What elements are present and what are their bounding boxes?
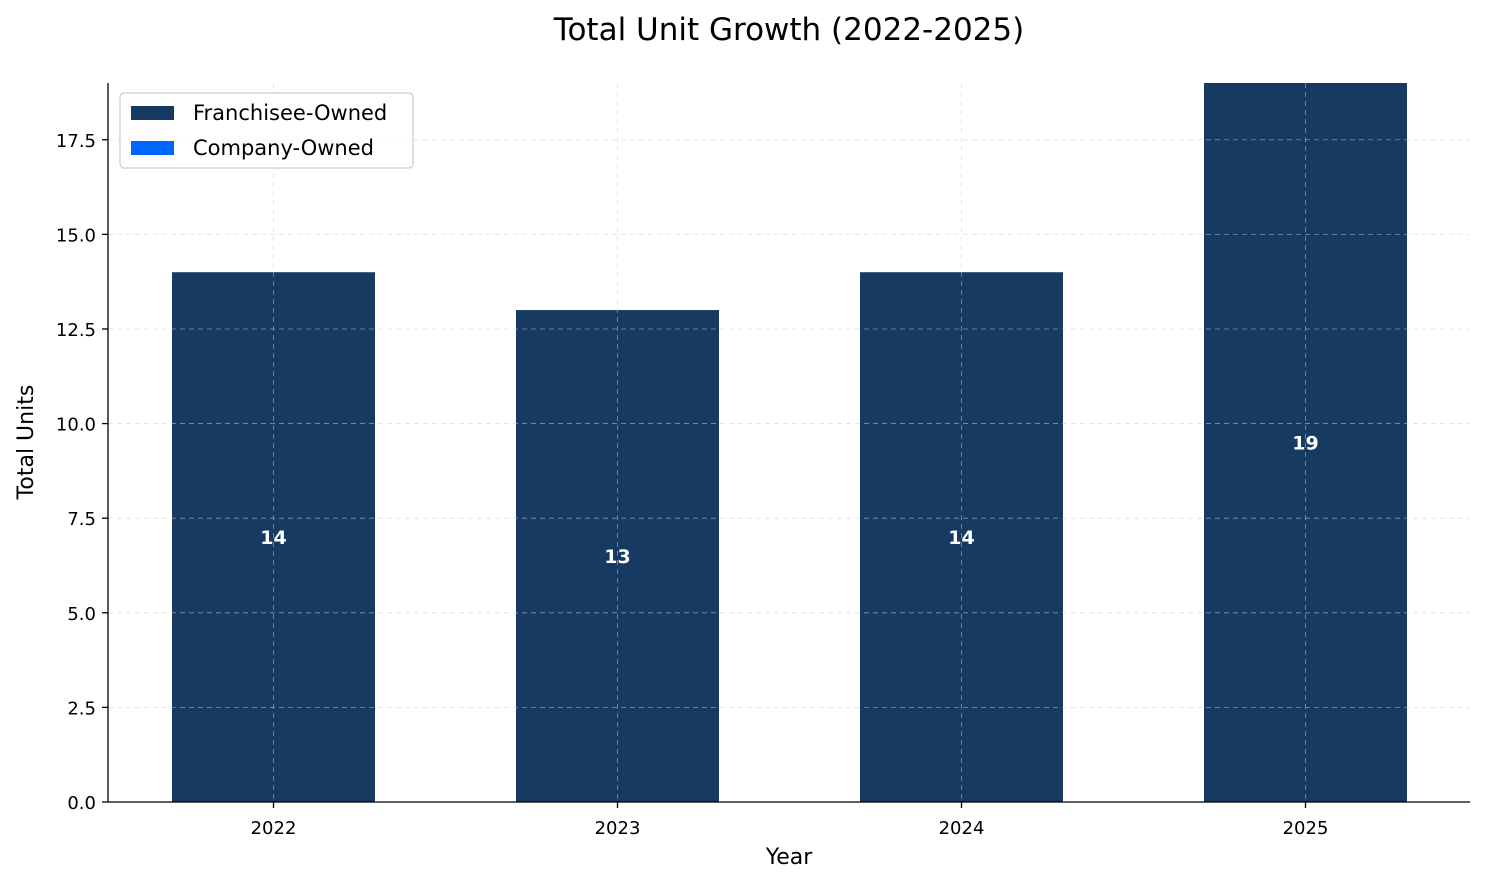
y-axis-ticks: 0.0 2.5 5.0 7.5 10.0 12.5 15.0 17.5 <box>56 131 108 814</box>
y-tick-label-17.5: 17.5 <box>56 131 96 152</box>
y-tick-label-0.0: 0.0 <box>67 793 96 814</box>
x-tick-label-2022: 2022 <box>251 818 297 839</box>
y-tick-label-10.0: 10.0 <box>56 415 96 436</box>
legend-swatch-franchisee-owned <box>131 106 174 120</box>
x-axis-ticks: 2022 2023 2024 2025 <box>251 802 1329 839</box>
y-tick-label-5.0: 5.0 <box>67 604 96 625</box>
legend-frame <box>119 92 414 169</box>
legend-swatch-company-owned <box>131 141 174 155</box>
bars <box>172 83 1407 802</box>
axes <box>107 83 1470 803</box>
legend: Franchisee-Owned Company-Owned <box>119 92 414 169</box>
y-axis-label: Total Units <box>14 385 39 501</box>
legend-label-company-owned: Company-Owned <box>193 136 374 160</box>
y-tick-label-2.5: 2.5 <box>67 698 96 719</box>
legend-label-franchisee-owned: Franchisee-Owned <box>193 101 387 125</box>
y-tick-label-7.5: 7.5 <box>67 509 96 530</box>
bar-value-label-2022: 14 <box>260 527 286 549</box>
bar-value-label-2024: 14 <box>948 527 974 549</box>
chart-title: Total Unit Growth (2022-2025) <box>553 12 1024 48</box>
bar-value-label-2025: 19 <box>1292 433 1318 455</box>
x-tick-label-2024: 2024 <box>939 818 985 839</box>
bar-value-labels: 14 13 14 19 <box>260 433 1318 569</box>
y-tick-label-15.0: 15.0 <box>56 225 96 246</box>
bar-value-label-2023: 13 <box>604 546 630 568</box>
x-tick-label-2023: 2023 <box>595 818 641 839</box>
x-axis-label: Year <box>765 845 814 870</box>
x-tick-label-2025: 2025 <box>1283 818 1329 839</box>
y-tick-label-12.5: 12.5 <box>56 320 96 341</box>
